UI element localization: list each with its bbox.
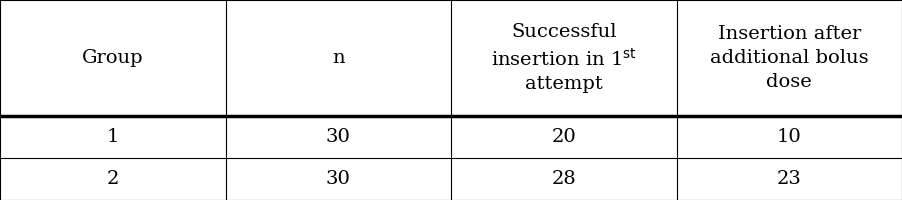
Text: n: n [332,49,345,67]
Text: 20: 20 [551,128,576,146]
Text: 30: 30 [326,170,351,188]
Text: 28: 28 [551,170,576,188]
Text: 30: 30 [326,128,351,146]
Text: Group: Group [82,49,143,67]
Text: Successful
insertion in 1$^{\mathrm{st}}$
attempt: Successful insertion in 1$^{\mathrm{st}}… [491,23,637,93]
Text: 2: 2 [106,170,119,188]
Text: 1: 1 [106,128,119,146]
Text: 10: 10 [777,128,802,146]
Text: Insertion after
additional bolus
dose: Insertion after additional bolus dose [710,25,869,91]
Text: 23: 23 [777,170,802,188]
